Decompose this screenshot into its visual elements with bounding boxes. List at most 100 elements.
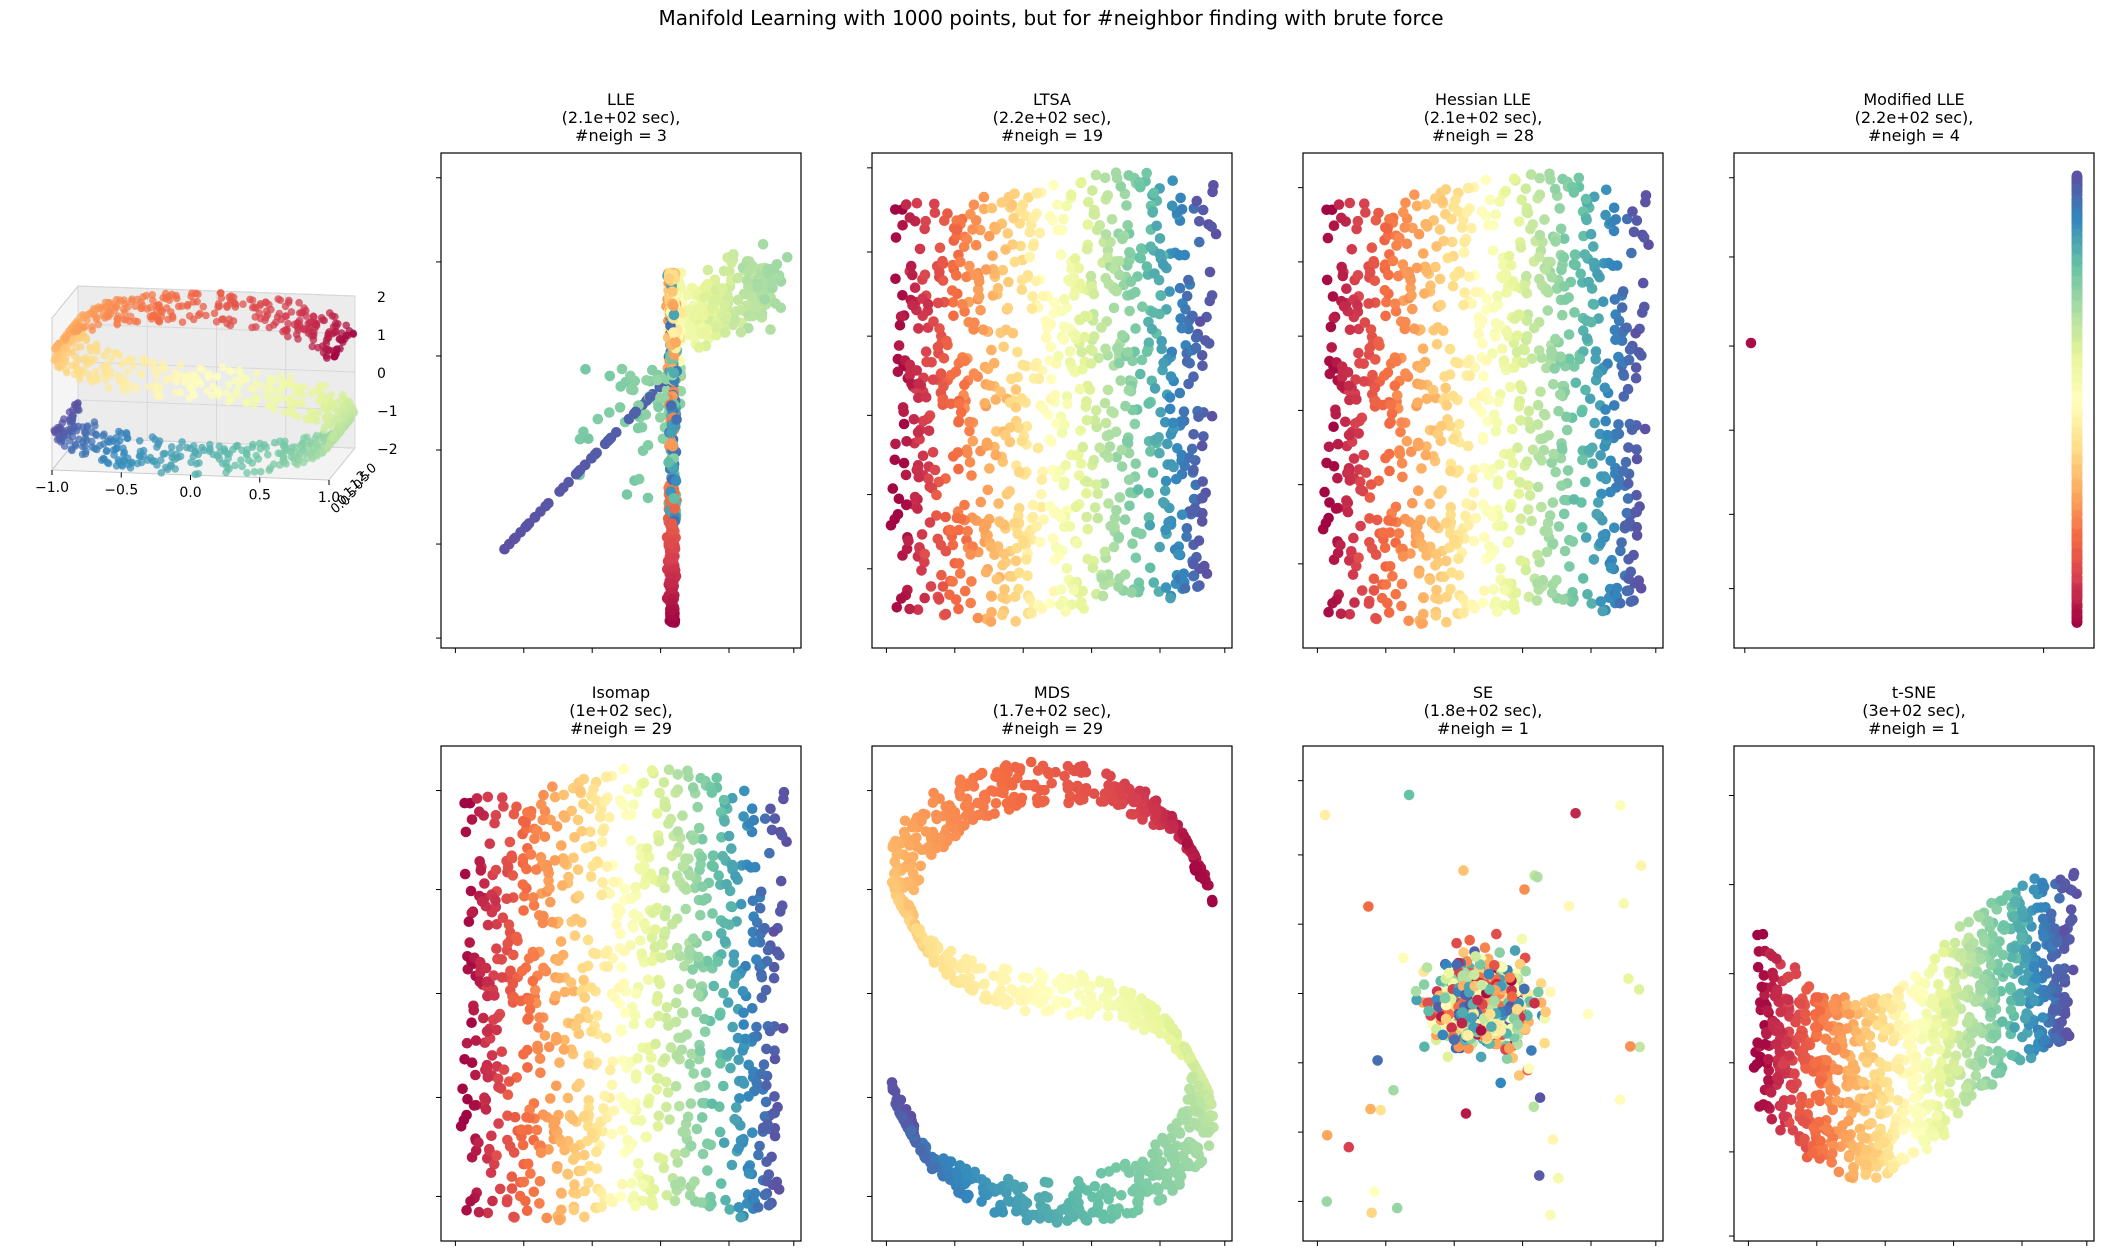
data-point	[666, 400, 677, 411]
data-point	[969, 317, 980, 329]
data-point	[563, 476, 574, 488]
data-point	[1515, 242, 1527, 253]
data-point	[938, 353, 950, 364]
data-point	[1370, 613, 1381, 624]
data-point	[924, 517, 936, 528]
data-point	[699, 291, 710, 303]
data-point	[997, 559, 1008, 571]
data-point	[953, 398, 965, 410]
data-point	[641, 375, 652, 386]
data-point	[335, 335, 344, 344]
data-point	[1533, 251, 1545, 263]
data-point	[1158, 497, 1169, 508]
data-point	[1409, 189, 1420, 200]
data-point	[1545, 174, 1556, 185]
data-point	[279, 327, 287, 336]
data-point	[231, 461, 239, 470]
data-point	[1066, 189, 1077, 200]
data-point	[1546, 271, 1558, 283]
data-point	[1111, 173, 1123, 184]
data-point	[1512, 442, 1523, 454]
data-point	[1059, 419, 1070, 430]
data-point	[1056, 224, 1068, 236]
data-point	[1122, 220, 1133, 231]
data-point	[191, 470, 199, 479]
data-point	[1600, 415, 1611, 427]
data-point	[911, 197, 923, 209]
data-point	[1488, 220, 1499, 231]
data-point	[1477, 338, 1488, 349]
data-point	[1466, 599, 1478, 611]
data-point	[133, 384, 141, 393]
data-point	[1627, 206, 1638, 217]
data-point	[1520, 564, 1532, 576]
data-point	[1100, 272, 1112, 284]
data-point	[1576, 406, 1588, 418]
data-point	[1400, 368, 1411, 379]
data-point	[1088, 331, 1100, 342]
data-point	[1094, 442, 1105, 454]
data-point	[1199, 560, 1210, 572]
data-point	[1513, 216, 1525, 227]
data-point	[1050, 541, 1062, 553]
data-point	[1353, 428, 1364, 439]
data-point	[1617, 286, 1629, 297]
data-point	[1144, 562, 1156, 574]
data-point	[1440, 382, 1451, 394]
data-point	[912, 464, 923, 475]
data-point	[1587, 458, 1598, 470]
data-point	[732, 272, 744, 284]
data-point	[1621, 585, 1633, 597]
data-point	[1204, 266, 1216, 278]
data-point	[101, 314, 109, 322]
data-point	[1467, 472, 1478, 484]
data-point	[1476, 206, 1488, 217]
data-point	[1075, 425, 1086, 436]
data-point	[270, 438, 279, 447]
data-point	[1082, 523, 1093, 535]
data-point	[1459, 287, 1470, 298]
data-point	[969, 269, 981, 281]
data-point	[1639, 301, 1650, 313]
data-point	[1506, 469, 1517, 481]
data-point	[1068, 584, 1080, 596]
data-point	[102, 447, 111, 456]
data-point	[1449, 534, 1460, 546]
data-point	[1497, 520, 1509, 532]
data-point	[1037, 290, 1049, 302]
data-point	[668, 327, 679, 338]
data-point	[1383, 515, 1394, 526]
data-point	[1100, 343, 1111, 355]
data-point	[1498, 355, 1510, 366]
data-point	[893, 340, 905, 351]
data-point	[1583, 276, 1594, 288]
data-point	[1175, 192, 1186, 204]
data-point	[897, 220, 908, 231]
data-point	[1349, 597, 1360, 608]
data-point	[1564, 561, 1575, 572]
data-point	[941, 335, 952, 347]
data-point	[999, 584, 1010, 595]
data-point	[1096, 572, 1107, 584]
data-point	[1123, 474, 1135, 486]
data-point	[1373, 336, 1384, 348]
data-point	[113, 320, 122, 329]
data-point	[1430, 610, 1442, 621]
data-point	[1589, 417, 1600, 429]
data-point	[1431, 241, 1442, 252]
data-point	[320, 426, 328, 435]
data-point	[277, 394, 285, 403]
data-point	[1106, 214, 1118, 225]
data-point	[129, 362, 137, 370]
data-point	[1143, 337, 1155, 349]
data-point	[94, 320, 103, 329]
data-point	[1009, 591, 1021, 602]
data-point	[1384, 213, 1395, 225]
data-point	[1387, 255, 1399, 267]
data-point	[1006, 373, 1017, 385]
data-point	[1464, 370, 1476, 382]
data-point	[997, 609, 1008, 621]
data-point	[967, 224, 978, 235]
data-point	[1190, 342, 1202, 354]
data-point	[925, 581, 937, 592]
